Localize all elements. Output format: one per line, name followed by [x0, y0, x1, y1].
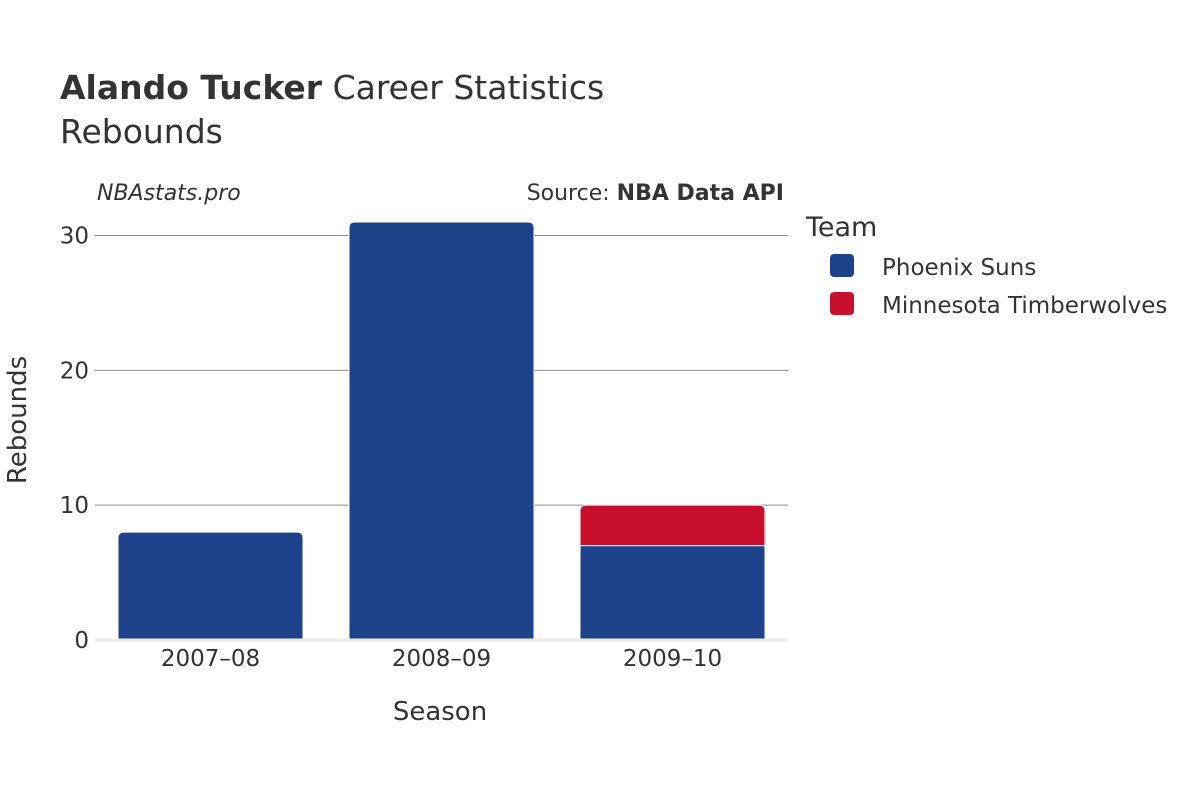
chart-subtitle: Rebounds	[60, 112, 223, 151]
y-tick-label-10: 10	[60, 493, 89, 519]
watermark: NBAstats.pro	[97, 181, 241, 206]
source-label: Source: NBA Data API	[527, 181, 784, 206]
legend-label-phoenix-suns[interactable]: Phoenix Suns	[882, 255, 1036, 281]
bar-2009-10-phoenix-suns[interactable]	[579, 545, 766, 641]
title-player-name: Alando Tucker	[60, 68, 323, 107]
legend-label-minnesota-timberwolves[interactable]: Minnesota Timberwolves	[882, 293, 1167, 319]
title-rest: Career Statistics	[332, 68, 605, 107]
chart-title: Alando Tucker Career Statistics	[60, 66, 604, 110]
x-tick-label-2009-10: 2009–10	[623, 646, 722, 672]
x-axis-title: Season	[393, 697, 487, 727]
x-tick-label-2007-08: 2007–08	[161, 646, 260, 672]
y-tick-label-30: 30	[60, 223, 89, 249]
bar-2009-10-minnesota-timberwolves[interactable]	[579, 504, 766, 547]
legend-title: Team	[805, 212, 877, 243]
bars	[117, 221, 766, 641]
x-tick-label-2008-09: 2008–09	[392, 646, 491, 672]
x-tick-labels: 2007–08 2008–09 2009–10	[161, 646, 722, 672]
source-prefix: Source:	[527, 181, 617, 206]
y-axis-title: Rebounds	[3, 356, 33, 484]
bar-2008-09-phoenix-suns[interactable]	[348, 221, 535, 641]
legend-swatch-phoenix-suns[interactable]	[830, 254, 854, 277]
bar-2007-08-phoenix-suns[interactable]	[117, 531, 304, 641]
source-name: NBA Data API	[617, 181, 784, 206]
y-tick-label-0: 0	[74, 628, 89, 654]
y-tick-labels: 0 10 20 30	[60, 223, 89, 654]
y-tick-label-20: 20	[60, 358, 89, 384]
legend-swatch-minnesota-timberwolves[interactable]	[830, 292, 854, 315]
